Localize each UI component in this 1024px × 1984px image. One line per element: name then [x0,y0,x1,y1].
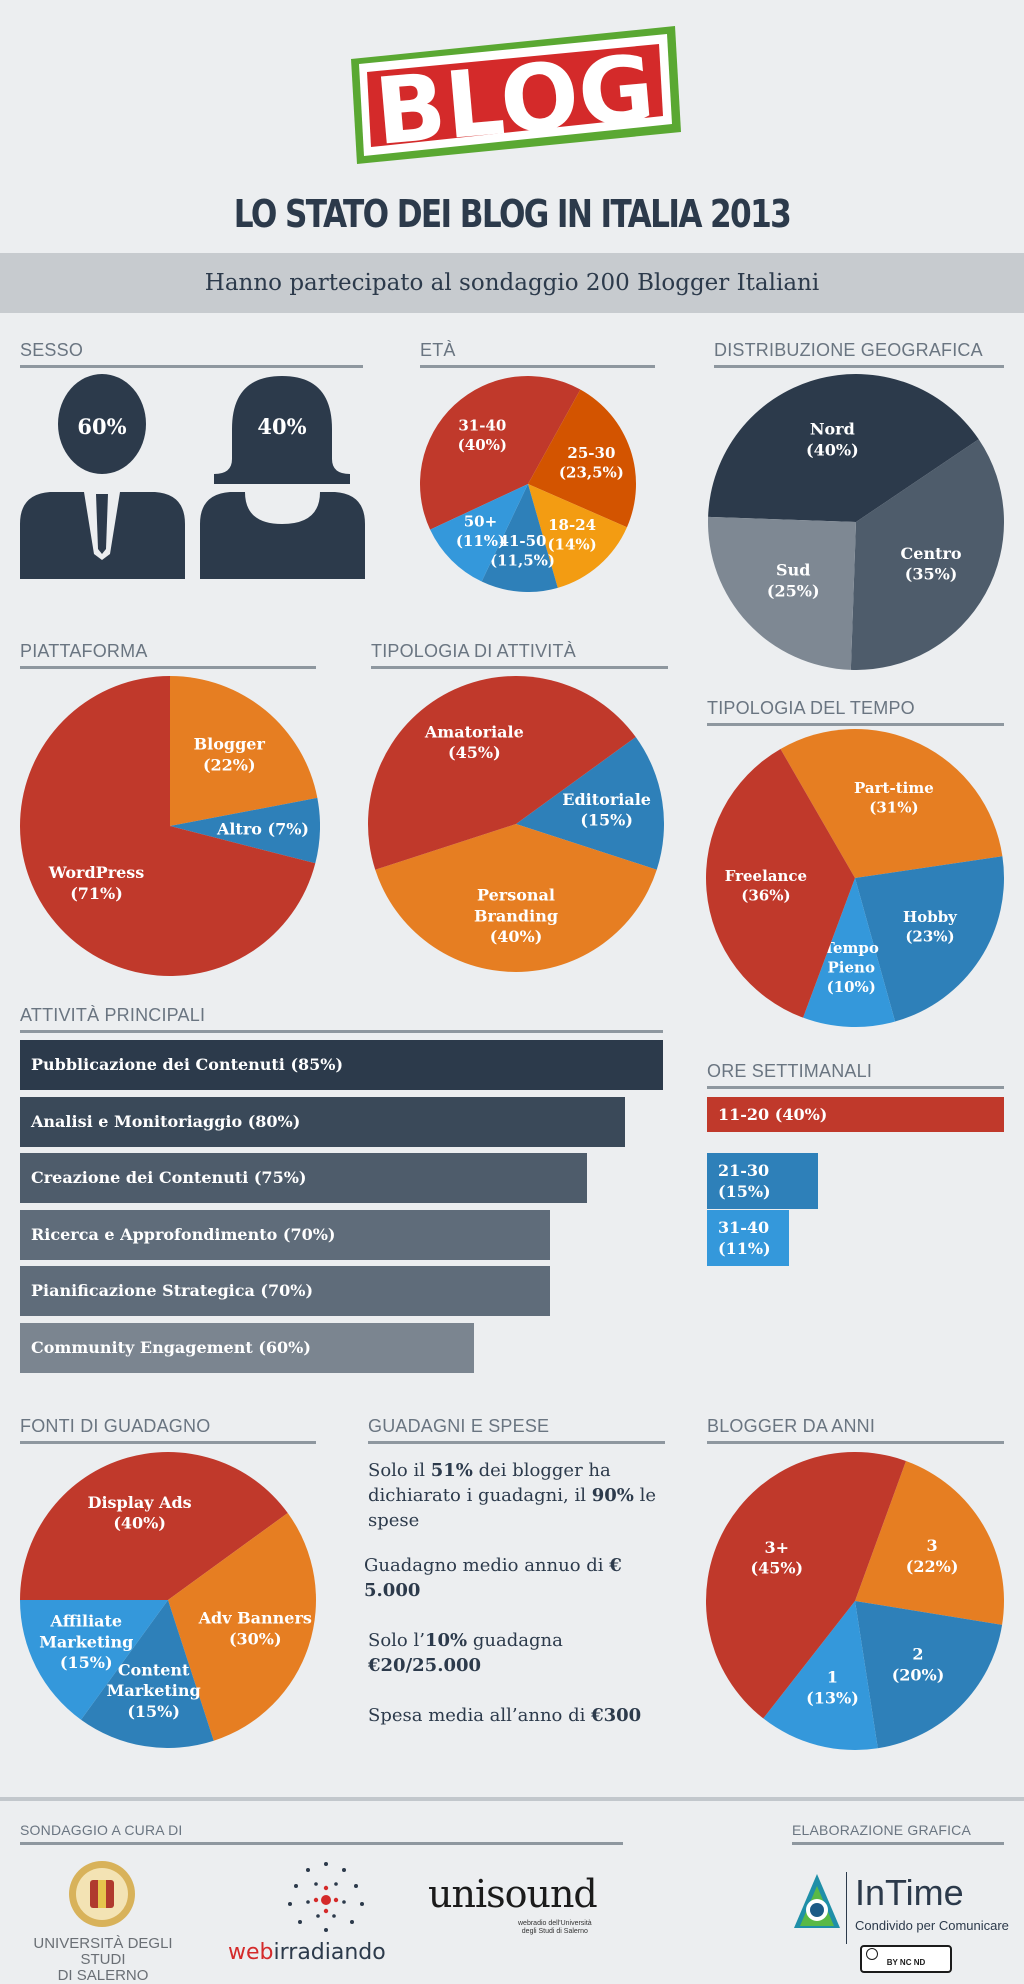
bar-label: Creazione dei Contenuti (75%) [20,1153,587,1203]
male-icon: 60% [20,374,185,579]
pie-label-18-24: 18-24 (14%) [547,516,596,554]
pie-label-31-40: 31-40 (40%) [458,417,507,455]
bar-pubblicazione-dei-contenuti: Pubblicazione dei Contenuti (85%) [20,1040,663,1090]
pie-tipologia-attivita: Editoriale (15%) Personal Branding (40%) Amat… [368,676,664,972]
unisa-logo-text: UNIVERSITÀ DEGLI STUDI DI SALERNO [18,1936,188,1984]
unisound-logo-text: unisound [428,1872,597,1916]
stat-51: 51% [431,1460,473,1481]
bar-creazione-dei-contenuti: Creazione dei Contenuti (75%) [20,1153,587,1203]
section-title-piattaforma: PIATTAFORMA [20,641,316,669]
unisound-subtitle: webradio dell'Università degli Studi di … [518,1920,592,1936]
section-title-tipologia-attivita: TIPOLOGIA DI ATTIVITÀ [371,641,668,669]
stat-10: 10% [425,1630,467,1651]
stat-guadagno-range: €20/25.000 [368,1655,481,1676]
unisa-line: UNIVERSITÀ DEGLI STUDI [18,1936,188,1968]
bar-ricerca-e-approfondimento: Ricerca e Approfondimento (70%) [20,1210,550,1260]
pie-fonti: Display Ads (40%) Adv Banners (30%) Content M… [20,1452,316,1748]
bar-label: Pianificazione Strategica (70%) [20,1266,550,1316]
text-fragment: Spesa media all’anno di [368,1705,591,1726]
hours-bar-label: 11-20 (40%) [707,1097,1004,1132]
subtitle-banner: Hanno partecipato al sondaggio 200 Blogg… [0,253,1024,313]
guadagni-line: Solo l’10% guadagna €20/25.000 [368,1628,678,1678]
pie-piattaforma: Blogger (22%) Altro (7%) WordPress (71%) [20,676,320,976]
guadagni-line: Guadagno medio annuo di € 5.000 [364,1553,678,1603]
cc-icon [866,1948,878,1960]
section-title-fonti: FONTI DI GUADAGNO [20,1416,316,1444]
guadagni-text-block: Solo il 51% dei blogger ha dichiarato i … [368,1458,678,1728]
text-fragment: Solo il [368,1460,431,1481]
bar-community-engagement: Community Engagement (60%) [20,1323,474,1373]
pie-label-tempo-pieno: Tempo Pieno (10%) [824,939,879,996]
pie-label-centro: Centro (35%) [901,544,962,584]
pie-geo: Nord (40%)Centro (35%)Sud (25%) [708,374,1004,670]
unisound-sub-line: degli Studi di Salerno [518,1928,592,1936]
pie-label-altro: Altro (7%) [216,820,309,839]
unisa-line: DI SALERNO [18,1968,188,1984]
hours-bar-label: 21-30 (15%) [707,1153,818,1209]
bar-label: Ricerca e Approfondimento (70%) [20,1210,550,1260]
text-fragment: guadagna [467,1630,563,1651]
pie-anni: 3 (22%) 2 (20%) 1 (13%) 3+ (45%) [706,1452,1004,1750]
pie-label-nord: Nord (40%) [806,420,859,460]
text-fragment: le [634,1485,656,1506]
pie-label-hobby: Hobby (23%) [903,908,958,946]
section-title-tipologia-tempo: TIPOLOGIA DEL TEMPO [707,698,1004,726]
blog-logo: BLOG [345,14,685,174]
guadagni-line: spese [368,1508,678,1533]
hours-bar-11-20: 11-20 (40%) [707,1097,1004,1132]
pie-label-25-30: 25-30 (23,5%) [559,444,624,482]
webirradiando-logo-text: webirradiando [228,1940,386,1965]
text-fragment: dei blogger ha [473,1460,611,1481]
text-fragment: dichiarato i guadagni, il [368,1485,592,1506]
footer-divider [0,1797,1024,1801]
bar-label: Analisi e Monitoriaggio (80%) [20,1097,625,1147]
pie-label-blogger: Blogger (22%) [194,735,266,775]
female-icon: 40% [200,374,365,579]
subtitle-text: Hanno partecipato al sondaggio 200 Blogg… [0,253,1024,313]
cc-license-badge: BY NC ND [860,1945,952,1973]
section-title-elaborazione: ELABORAZIONE GRAFICA [792,1822,1004,1845]
section-title-sesso: SESSO [20,340,363,368]
intime-tagline: Condivido per Comunicare [855,1918,1009,1933]
intime-logo-icon [792,1872,842,1934]
hours-bar-31-40: 31-40 (11%) [707,1210,789,1266]
section-title-ore: ORE SETTIMANALI [707,1061,1004,1089]
unisa-seal-icon [68,1860,136,1928]
bar-pianificazione-strategica: Pianificazione Strategica (70%) [20,1266,550,1316]
female-percent: 40% [257,414,306,439]
logo-irradiando: irradiando [274,1940,386,1965]
stat-90: 90% [592,1485,634,1506]
pie-tipologia-tempo: Part-time (31%) Hobby (23%) Tempo Pieno (10%) F… [706,729,1004,1027]
blog-logo-text: BLOG [371,35,658,166]
section-title-eta: ETÀ [420,340,655,368]
stat-spesa-media: €300 [591,1705,641,1726]
webirradiando-dots-icon [278,1858,374,1938]
pie-eta: 31-40 (40%) 25-30 (23,5%)18-24 (14%)41-50 (11… [420,376,636,592]
section-title-anni: BLOGGER DA ANNI [707,1416,1004,1444]
guadagni-line: Solo il 51% dei blogger ha [368,1458,678,1483]
unisound-sub-line: webradio dell'Università [518,1920,592,1928]
page-title: LO STATO DEI BLOG IN ITALIA 2013 [92,192,932,236]
section-title-attivita: ATTIVITÀ PRINCIPALI [20,1005,663,1033]
guadagni-line: dichiarato i guadagni, il 90% le [368,1483,678,1508]
bar-label: Pubblicazione dei Contenuti (85%) [20,1040,663,1090]
section-title-geo: DISTRIBUZIONE GEOGRAFICA [714,340,1004,368]
section-title-guadagni: GUADAGNI E SPESE [368,1416,665,1444]
text-fragment: spese [368,1510,419,1531]
text-fragment: Solo l’ [368,1630,425,1651]
intime-logo-text: InTime [855,1872,964,1914]
section-title-sondaggio: SONDAGGIO A CURA DI [20,1822,623,1845]
bar-label: Community Engagement (60%) [20,1323,474,1373]
guadagni-line: Spesa media all’anno di €300 [368,1703,678,1728]
hours-bar-label: 31-40 (11%) [707,1210,789,1266]
cc-license-text: BY NC ND [862,1958,950,1967]
intime-divider [846,1872,847,1944]
logo-web: web [228,1940,274,1965]
male-percent: 60% [77,414,126,439]
text-fragment: Guadagno medio annuo di [364,1555,609,1576]
hours-bar-21-30: 21-30 (15%) [707,1153,818,1209]
bar-analisi-e-monitoriaggio: Analisi e Monitoriaggio (80%) [20,1097,625,1147]
